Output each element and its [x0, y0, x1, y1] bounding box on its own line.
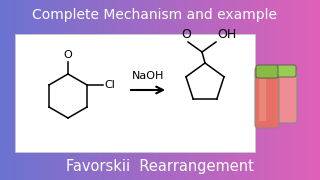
Text: NaOH: NaOH: [132, 71, 164, 81]
Text: Favorskii  Rearrangement: Favorskii Rearrangement: [66, 159, 254, 174]
Text: Complete Mechanism and example: Complete Mechanism and example: [33, 8, 277, 22]
Text: OH: OH: [217, 28, 236, 41]
FancyBboxPatch shape: [256, 65, 278, 78]
Text: Cl: Cl: [104, 80, 115, 90]
FancyBboxPatch shape: [276, 65, 296, 77]
Text: O: O: [181, 28, 191, 41]
FancyBboxPatch shape: [255, 67, 279, 128]
Text: O: O: [64, 50, 72, 60]
FancyBboxPatch shape: [259, 79, 266, 121]
FancyBboxPatch shape: [15, 34, 255, 152]
FancyBboxPatch shape: [275, 67, 297, 123]
